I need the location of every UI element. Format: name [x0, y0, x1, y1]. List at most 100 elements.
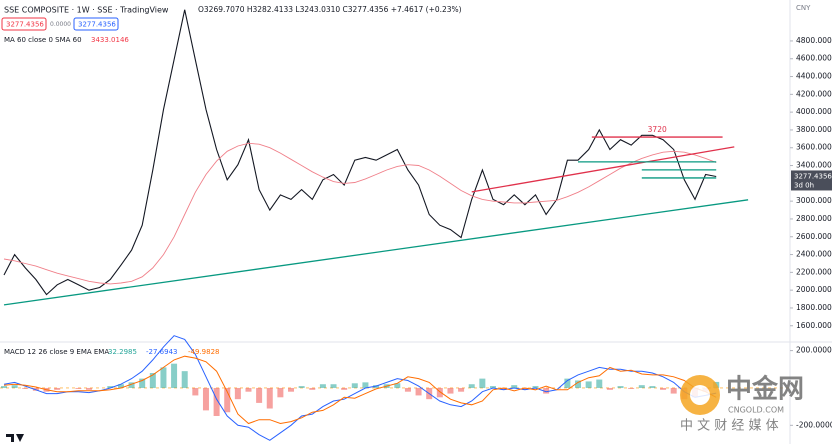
price-label: 3277.4356 — [794, 172, 832, 180]
macd-title: MACD 12 26 close 9 EMA EMA — [4, 348, 109, 356]
histogram-bar — [511, 385, 518, 388]
y-tick-label: 2800.0000 — [796, 214, 832, 223]
histogram-bar — [415, 387, 422, 396]
histogram-bar — [139, 378, 146, 388]
histogram-bar — [107, 386, 114, 388]
histogram-bar — [394, 383, 401, 388]
y-tick-label: 3400.0000 — [796, 161, 832, 170]
histogram-bar — [181, 371, 188, 388]
histogram-bar — [11, 385, 18, 388]
histogram-bar — [319, 384, 326, 388]
symbol-title: SSE COMPOSITE · 1W · SSE · TradingView — [4, 6, 169, 15]
histogram-bar — [575, 380, 582, 388]
y-tick-label: 1800.0000 — [796, 303, 832, 312]
price-axis: 4800.0000 4600.0000 4400.0000 4200.0000 4000… — [790, 36, 832, 429]
histogram-bar — [617, 386, 624, 388]
histogram-bar — [585, 381, 592, 388]
signal-value: -49.9828 — [188, 348, 219, 356]
countdown: 3d 0h — [794, 181, 814, 189]
histogram-bar — [500, 387, 507, 390]
watermark-brand: 中金网 — [726, 374, 804, 405]
histogram-bar — [362, 382, 369, 388]
y-tick-label: -200.0000 — [796, 420, 832, 429]
histogram-bar — [288, 387, 295, 392]
y-tick-label: 1600.0000 — [796, 321, 832, 330]
histogram-bar — [117, 384, 124, 388]
y-tick-label: 3600.0000 — [796, 143, 832, 152]
histogram-bar — [458, 387, 465, 392]
histogram-bar — [149, 373, 156, 388]
histogram-bar — [234, 387, 241, 400]
y-tick-label: 2600.0000 — [796, 232, 832, 241]
y-tick-label: 4600.0000 — [796, 54, 832, 63]
trend-label: 3720 — [648, 125, 667, 134]
price-line — [3, 9, 717, 296]
histogram-bar — [245, 387, 252, 392]
ohlc: O3269.7070 H3282.4133 L3243.0310 C3277.4… — [198, 5, 462, 14]
histogram-bar — [86, 387, 93, 390]
macd-hist-value: 32.2985 — [108, 348, 137, 356]
y-tick-label: 2200.0000 — [796, 267, 832, 276]
histogram-bar — [649, 386, 656, 388]
histogram-bar — [543, 387, 550, 394]
histogram-bar — [532, 386, 539, 388]
histogram-bar — [22, 387, 29, 389]
histogram-bar — [479, 378, 486, 388]
histogram-bar — [160, 367, 167, 388]
histogram-bar — [628, 387, 635, 389]
price-label-box — [791, 170, 832, 191]
histogram-bar — [224, 387, 231, 413]
histogram-bar — [213, 387, 220, 416]
macd-value: -27.6943 — [146, 348, 177, 356]
badge-text: 3277.4356 — [6, 21, 44, 29]
histogram-bar — [128, 382, 135, 388]
y-tick-label: 3000.0000 — [796, 196, 832, 205]
histogram-bar — [606, 387, 613, 390]
plot-area: 3720 — [0, 9, 790, 441]
y-tick-label: 3800.0000 — [796, 125, 832, 134]
ma-line — [3, 142, 717, 285]
y-tick-label: 4400.0000 — [796, 72, 832, 81]
histogram-bar — [351, 383, 358, 388]
histogram-bar — [404, 387, 411, 392]
y-tick-label: 2400.0000 — [796, 250, 832, 259]
y-tick-label: 4800.0000 — [796, 36, 832, 45]
macd-line — [3, 335, 717, 441]
watermark-slogan: 中 文 财 经 媒 体 — [680, 419, 779, 434]
histogram-bar — [468, 384, 475, 388]
watermark-site: CNGOLD.COM — [728, 406, 784, 415]
macd-line — [3, 355, 717, 425]
y-tick-label: 4200.0000 — [796, 89, 832, 98]
y-tick-label: 4000.0000 — [796, 107, 832, 116]
histogram-bar — [436, 387, 443, 398]
histogram-bar — [341, 387, 348, 390]
histogram-bar — [298, 386, 305, 388]
y-tick-label: 200.0000 — [796, 346, 832, 355]
ma-value: 3433.0146 — [91, 36, 129, 44]
histogram-bar — [638, 385, 645, 388]
badge-text: 0.0000 — [50, 21, 71, 28]
trend-line — [3, 199, 749, 306]
histogram-bar — [266, 387, 273, 409]
badge[interactable] — [73, 17, 119, 31]
histogram-bar — [277, 387, 284, 398]
histogram-bar — [202, 387, 209, 411]
histogram-bar — [521, 387, 528, 390]
trend-line — [471, 146, 735, 193]
histogram-bar — [171, 363, 178, 388]
tv-logo[interactable] — [6, 434, 24, 442]
histogram-bar — [564, 378, 571, 388]
histogram-bar — [309, 387, 316, 390]
histogram-bar — [192, 387, 199, 396]
histogram-bar — [330, 384, 337, 388]
histogram-bar — [596, 379, 603, 388]
ma-legend: MA 60 close 0 SMA 60 — [4, 36, 82, 44]
histogram-bar — [489, 386, 496, 388]
y-tick-label: 2000.0000 — [796, 285, 832, 294]
badge-text: 3277.4356 — [78, 21, 116, 29]
badge[interactable] — [1, 17, 47, 31]
histogram-bar — [54, 387, 61, 390]
